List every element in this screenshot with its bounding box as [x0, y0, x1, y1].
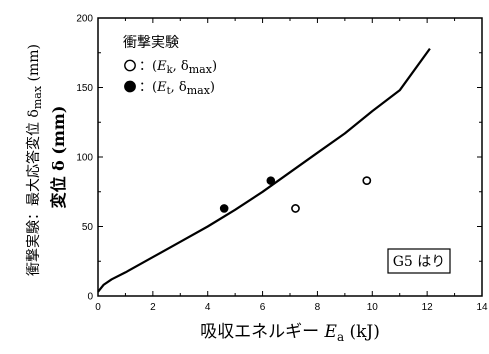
y-axis-title-secondary: 衝撃実験：最大応答変位 δmax (mm) — [25, 44, 44, 276]
series-line — [97, 47, 431, 293]
x-axis-title: 吸収エネルギー Ea (kJ) — [200, 322, 380, 344]
data-point-filled — [266, 176, 276, 185]
x-tick-label: 6 — [260, 302, 266, 313]
axis-titles: 吸収エネルギー Ea (kJ) 変位 δ (mm) 衝撃実験：最大応答変位 δmax… — [25, 44, 380, 344]
legend-title: 衝撃実験 — [123, 35, 179, 51]
x-tick-label: 12 — [422, 302, 434, 313]
y-tick-label: 50 — [82, 222, 94, 233]
legend-marker-filled — [124, 80, 136, 93]
data-point-open — [291, 204, 300, 213]
x-tick-label: 8 — [315, 302, 321, 313]
x-tick-label: 2 — [150, 302, 156, 313]
series-layer — [97, 47, 431, 293]
y-tick-label: 200 — [76, 14, 93, 25]
legend-entry-label: ：(Et, δmax) — [139, 80, 215, 97]
annotations: G5 はり — [387, 248, 451, 274]
y-tick-label: 0 — [87, 292, 93, 303]
annotation-label: G5 はり — [393, 254, 446, 270]
data-point-filled — [219, 204, 229, 213]
x-tick-label: 14 — [476, 302, 488, 313]
data-point-open — [362, 176, 372, 186]
axis-ticks: 0 2 4 6 8 10 12 14 0 50 100 150 200 — [76, 14, 488, 314]
y-tick-label: 100 — [76, 153, 93, 164]
x-tick-label: 10 — [367, 302, 379, 313]
y-axis-title-primary: 変位 δ (mm) — [49, 106, 68, 209]
legend-marker-open — [124, 59, 136, 72]
legend: 衝撃実験 ：(Ek, δmax) ：(Et, δmax) — [123, 35, 217, 97]
x-tick-label: 4 — [205, 302, 211, 313]
annotation-box — [387, 248, 451, 274]
legend-entry-label: ：(Ek, δmax) — [139, 59, 217, 76]
y-tick-label: 150 — [76, 83, 93, 94]
x-tick-label: 0 — [95, 302, 101, 313]
